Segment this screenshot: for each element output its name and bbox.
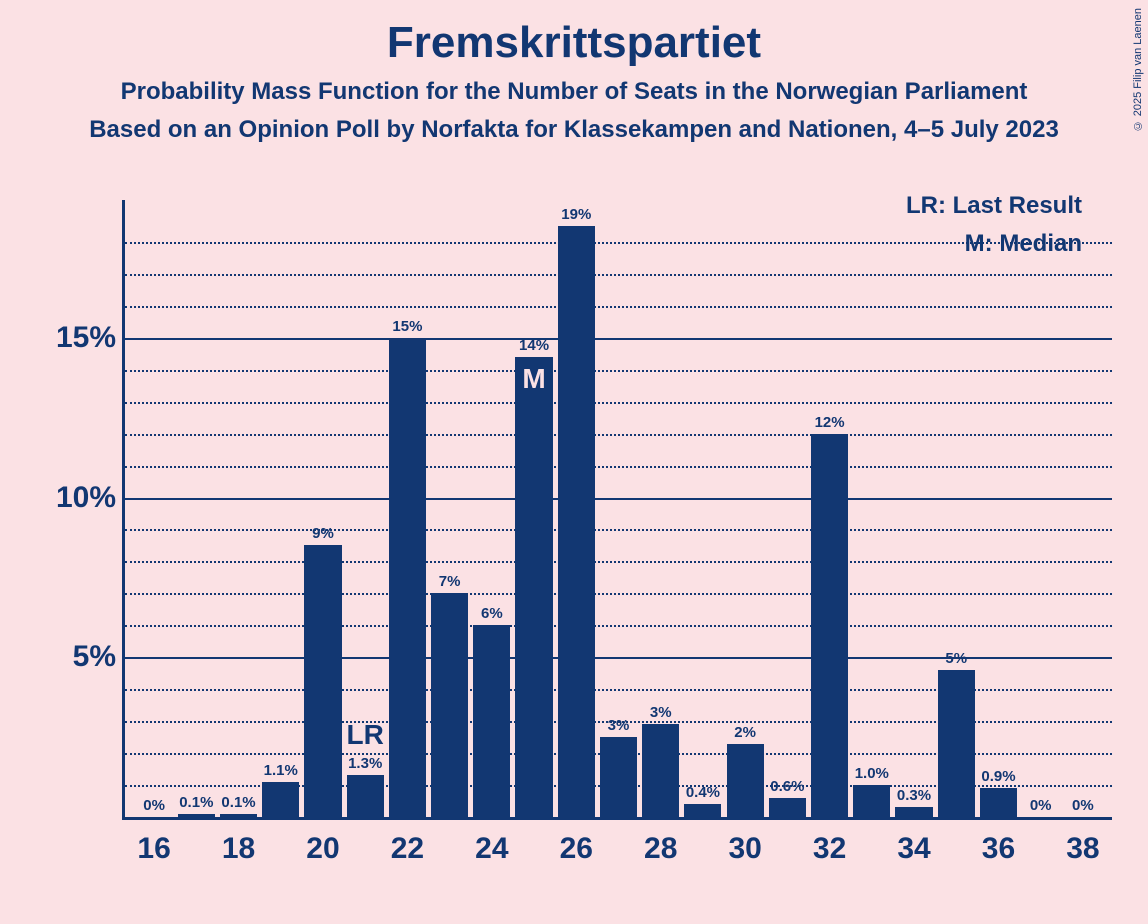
y-axis-label: 5% [36, 640, 116, 674]
bar-value-label: 0.9% [981, 768, 1015, 785]
bar-value-label: 19% [561, 206, 591, 223]
bar [347, 775, 384, 817]
bar-value-label: 5% [945, 650, 967, 667]
x-axis-label: 38 [1066, 832, 1099, 866]
x-axis-label: 16 [137, 832, 170, 866]
copyright-text: © 2025 Filip van Laenen [1132, 8, 1144, 131]
legend-lr: LR: Last Result [906, 192, 1082, 220]
bar-value-label: 0% [1030, 797, 1052, 814]
bar [811, 434, 848, 817]
x-axis-label: 20 [306, 832, 339, 866]
bar-value-label: 1.0% [855, 765, 889, 782]
bar [769, 798, 806, 817]
bar [558, 226, 595, 817]
grid-major [125, 498, 1112, 500]
x-axis-label: 26 [560, 832, 593, 866]
bar-value-label: 12% [815, 414, 845, 431]
grid-minor [125, 402, 1112, 404]
bar [473, 625, 510, 817]
y-axis [122, 200, 125, 820]
bar-value-label: 1.3% [348, 755, 382, 772]
bar [895, 807, 932, 817]
median-marker: M [522, 363, 545, 395]
x-axis-label: 24 [475, 832, 508, 866]
bar [938, 670, 975, 817]
bar-value-label: 0% [1072, 797, 1094, 814]
grid-minor [125, 529, 1112, 531]
bar [262, 782, 299, 817]
grid-minor [125, 274, 1112, 276]
bar [389, 338, 426, 817]
bar [220, 814, 257, 817]
x-axis-label: 32 [813, 832, 846, 866]
bar-value-label: 14% [519, 337, 549, 354]
chart-subtitle-2: Based on an Opinion Poll by Norfakta for… [0, 116, 1148, 144]
bar-value-label: 9% [312, 525, 334, 542]
bar [684, 804, 721, 817]
grid-major [125, 338, 1112, 340]
last-result-marker: LR [347, 719, 384, 751]
bar [727, 744, 764, 817]
bar-value-label: 0.6% [770, 778, 804, 795]
bar [304, 545, 341, 817]
grid-minor [125, 434, 1112, 436]
bar-value-label: 15% [392, 318, 422, 335]
bar-value-label: 3% [608, 717, 630, 734]
bar-value-label: 3% [650, 704, 672, 721]
grid-minor [125, 561, 1112, 563]
bar [642, 724, 679, 817]
bar-value-label: 7% [439, 573, 461, 590]
bar [853, 785, 890, 817]
x-axis-label: 18 [222, 832, 255, 866]
x-axis-label: 30 [728, 832, 761, 866]
y-axis-label: 15% [36, 321, 116, 355]
x-axis-label: 22 [391, 832, 424, 866]
bar-value-label: 0.1% [221, 794, 255, 811]
bar [980, 788, 1017, 817]
bar [600, 737, 637, 817]
grid-minor [125, 306, 1112, 308]
bar-value-label: 6% [481, 605, 503, 622]
bar [431, 593, 468, 817]
x-axis-label: 36 [982, 832, 1015, 866]
chart-subtitle-1: Probability Mass Function for the Number… [0, 78, 1148, 106]
grid-minor [125, 370, 1112, 372]
bar-value-label: 0.4% [686, 784, 720, 801]
bar [178, 814, 215, 817]
x-axis-label: 34 [897, 832, 930, 866]
bar-value-label: 2% [734, 724, 756, 741]
bar [515, 357, 552, 817]
chart-title: Fremskrittspartiet [0, 0, 1148, 68]
legend-m: M: Median [965, 230, 1082, 258]
y-axis-label: 10% [36, 481, 116, 515]
bar-value-label: 0.3% [897, 787, 931, 804]
bar-value-label: 1.1% [264, 762, 298, 779]
bar-value-label: 0.1% [179, 794, 213, 811]
grid-minor [125, 593, 1112, 595]
x-axis [122, 817, 1112, 820]
grid-minor [125, 466, 1112, 468]
bar-value-label: 0% [143, 797, 165, 814]
grid-minor [125, 625, 1112, 627]
x-axis-label: 28 [644, 832, 677, 866]
